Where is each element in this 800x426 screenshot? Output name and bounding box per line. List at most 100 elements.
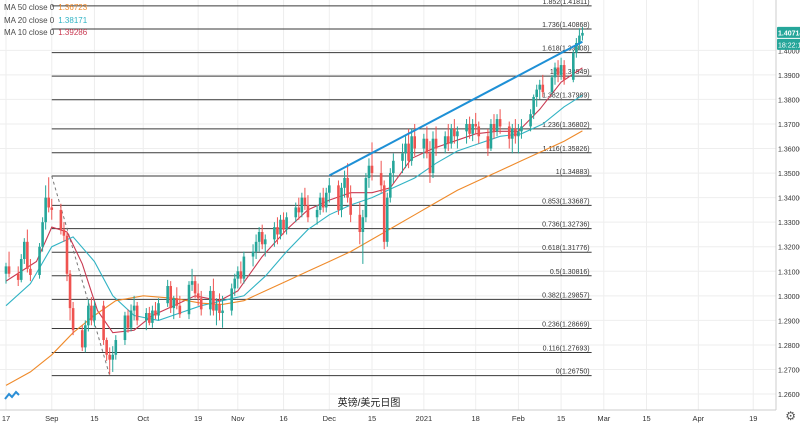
candle-body xyxy=(47,197,50,208)
fib-level-label: 0.618(1.31776) xyxy=(542,245,589,252)
candle-body xyxy=(410,136,413,161)
legend-ma50[interactable]: MA 50 close 0 1.36723 xyxy=(4,2,87,15)
y-tick-label: 1.40000 xyxy=(778,48,800,55)
candle-body xyxy=(492,123,496,132)
tradingview-logo-icon[interactable] xyxy=(4,390,20,402)
candle-body xyxy=(324,192,328,208)
chart-caption: 英镑/美元日图 xyxy=(337,398,401,409)
fib-level-label: 1.236(1.36802) xyxy=(542,122,589,129)
candle-body xyxy=(16,273,20,280)
candle-body xyxy=(59,209,63,230)
candle-body xyxy=(93,305,96,321)
legend-ma10-label: MA 10 close 0 xyxy=(4,28,55,37)
moving-average-lines xyxy=(5,67,583,386)
legend-ma10-value: 1.39286 xyxy=(58,28,88,37)
y-tick-label: 1.32000 xyxy=(778,245,800,252)
candle-body xyxy=(385,197,389,242)
fib-level-label: 0.236(1.28669) xyxy=(542,322,589,329)
x-tick-label: Oct xyxy=(137,414,150,423)
x-tick-label: 15 xyxy=(642,414,650,423)
fib-level-label: 1.618(1.39908) xyxy=(542,46,589,53)
last-price-badge xyxy=(777,26,800,38)
candle-body xyxy=(242,256,246,279)
y-tick-label: 1.29000 xyxy=(778,318,800,325)
legend-ma10[interactable]: MA 10 close 0 1.39286 xyxy=(4,27,87,40)
candle-body xyxy=(129,310,133,328)
candle-body xyxy=(306,205,310,218)
candle-body xyxy=(532,96,535,115)
gear-icon[interactable]: ⚙ xyxy=(785,409,796,423)
x-tick-label: Feb xyxy=(512,414,525,423)
candle-body xyxy=(62,229,66,236)
candle-body xyxy=(446,136,450,144)
x-tick-label: 15 xyxy=(557,414,565,423)
x-tick-label: 2021 xyxy=(416,414,433,423)
candle-body xyxy=(151,310,154,323)
candle-body xyxy=(172,298,176,309)
candle-body xyxy=(282,219,285,230)
fib-level-label: 1.852(1.41811) xyxy=(543,0,590,6)
candle-body xyxy=(300,197,304,213)
candle-body xyxy=(367,165,371,178)
candle-body xyxy=(553,67,557,78)
candle-body xyxy=(498,119,502,127)
candle-body xyxy=(50,207,54,210)
trendline[interactable] xyxy=(328,40,583,177)
candle-body xyxy=(349,197,352,215)
candle-body xyxy=(87,305,90,326)
candle-body xyxy=(538,84,542,90)
x-tick-label: Mar xyxy=(597,414,610,423)
candle-body xyxy=(215,304,218,311)
candle-body xyxy=(114,340,118,355)
candle-body xyxy=(443,136,447,149)
candle-body xyxy=(105,340,108,355)
ma-line xyxy=(5,67,583,334)
candle-body xyxy=(132,305,136,311)
fib-level-label: 1.5(1.38949) xyxy=(550,69,590,76)
fib-level-label: 0.382(1.29857) xyxy=(542,292,589,299)
candle-body xyxy=(389,173,392,198)
x-tick-label: 18 xyxy=(472,414,480,423)
candle-body xyxy=(468,123,471,134)
y-tick-label: 1.33000 xyxy=(778,220,800,227)
x-tick-label: 17 xyxy=(2,414,10,423)
candle-body xyxy=(370,165,374,174)
candle-body xyxy=(340,187,343,210)
trendline-line xyxy=(328,40,583,177)
candle-body xyxy=(84,325,87,348)
candle-body xyxy=(392,160,395,174)
candle-body xyxy=(209,290,212,310)
candle-body xyxy=(257,232,261,242)
candle-body xyxy=(19,259,23,280)
candle-body xyxy=(123,315,127,341)
candle-body xyxy=(297,207,301,213)
fib-level-label: 1(1.34883) xyxy=(556,169,590,176)
candle-body xyxy=(236,271,240,279)
candle-body xyxy=(337,185,340,210)
candle-body xyxy=(44,197,47,223)
y-tick-label: 1.37000 xyxy=(778,122,800,129)
fib-anchor-line xyxy=(51,175,111,376)
legend-ma20[interactable]: MA 20 close 0 1.38171 xyxy=(4,15,87,28)
candle-body xyxy=(529,114,532,127)
x-tick-label: Nov xyxy=(231,414,245,423)
candle-body xyxy=(453,128,456,137)
candle-body xyxy=(346,177,349,198)
candle-body xyxy=(166,286,169,304)
candle-body xyxy=(550,77,554,93)
x-tick-label: 19 xyxy=(749,414,757,423)
candle-body xyxy=(364,177,368,218)
fib-level-label: 0.5(1.30816) xyxy=(550,269,590,276)
candle-body xyxy=(431,138,435,174)
candle-body xyxy=(199,298,203,310)
candle-body xyxy=(456,131,459,137)
y-tick-label: 1.28000 xyxy=(778,343,800,350)
fib-level-label: 1.116(1.35826) xyxy=(543,146,590,153)
y-tick-label: 1.38000 xyxy=(778,97,800,104)
candle-body xyxy=(294,207,298,218)
indicator-legend: MA 50 close 0 1.36723 MA 20 close 0 1.3817… xyxy=(4,2,87,40)
x-tick-label: Dec xyxy=(323,414,337,423)
y-tick-label: 1.36000 xyxy=(778,147,800,154)
